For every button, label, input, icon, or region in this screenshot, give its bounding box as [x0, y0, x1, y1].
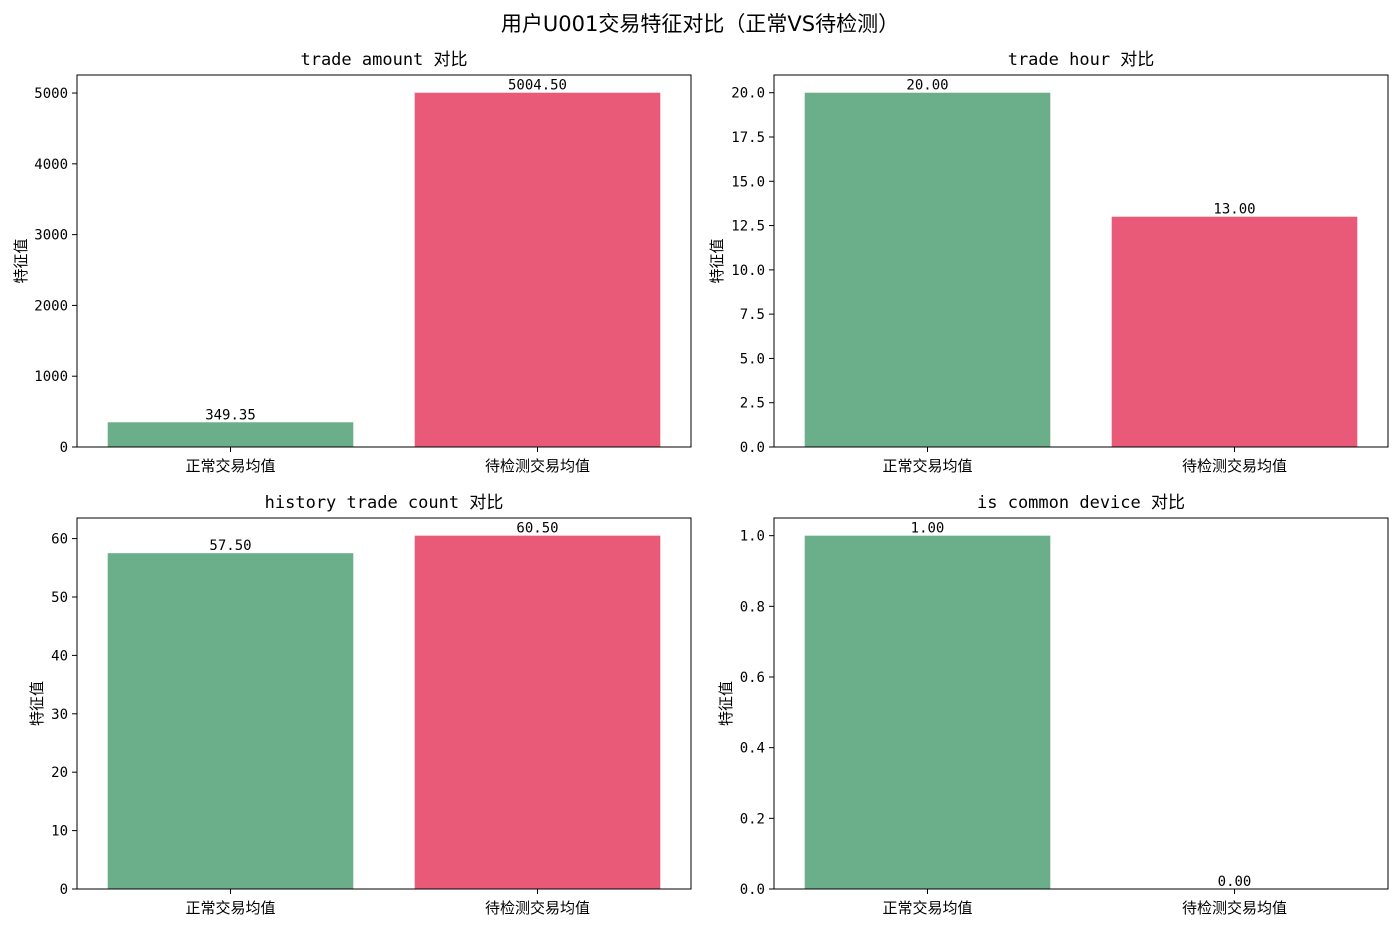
y-tick-label: 5000: [34, 86, 68, 102]
bar-value-label: 5004.50: [508, 78, 567, 94]
y-tick-label: 0: [60, 440, 68, 456]
y-tick-label: 0.8: [740, 599, 765, 615]
y-tick-label: 1.0: [740, 529, 765, 545]
y-axis-label: 特征值: [28, 681, 46, 726]
subplot-4: 1.00 正常交易均值 0.00 待检测交易均值 0.0 0.2 0.4 0.6 0.8 1.0 i…: [717, 493, 1389, 917]
axes-frame: [76, 74, 692, 448]
y-axis-label: 特征值: [708, 238, 726, 283]
y-tick-label: 7.5: [740, 307, 765, 323]
x-tick-label: 正常交易均值: [185, 457, 275, 475]
x-tick-label: 待检测交易均值: [1182, 899, 1287, 917]
y-tick-label: 1000: [34, 369, 68, 385]
bar: [107, 553, 354, 889]
y-tick-label: 0: [60, 882, 68, 898]
bar: [804, 535, 1051, 889]
y-tick-label: 2.5: [740, 396, 765, 412]
x-tick-label: 正常交易均值: [882, 899, 972, 917]
y-tick-label: 20.0: [731, 86, 765, 102]
subplot-3: 57.50 正常交易均值 60.50 待检测交易均值 0 10 20 30 40 50 60 hist…: [28, 493, 692, 917]
subplot-2: 20.00 正常交易均值 13.00 待检测交易均值 0.0 2.5 5.0 7.5 10.0 1…: [708, 50, 1389, 475]
axes-frame: [773, 74, 1389, 448]
y-tick-label: 4000: [34, 157, 68, 173]
y-tick-label: 20: [51, 765, 68, 781]
figure-title: 用户U001交易特征对比（正常VS待检测）: [500, 12, 900, 36]
y-tick-label: 12.5: [731, 219, 765, 235]
y-tick-label: 40: [51, 648, 68, 664]
bar: [107, 422, 354, 447]
bar-value-label: 60.50: [516, 521, 558, 537]
bar: [414, 535, 661, 889]
y-axis-label: 特征值: [12, 238, 30, 283]
x-tick-label: 待检测交易均值: [1182, 457, 1287, 475]
bar: [414, 92, 661, 448]
y-tick-label: 3000: [34, 228, 68, 244]
subplot-title: history trade count 对比: [265, 493, 504, 513]
y-tick-label: 15.0: [731, 174, 765, 190]
x-tick-label: 待检测交易均值: [485, 457, 590, 475]
bar-value-label: 349.35: [205, 407, 256, 423]
bar-value-label: 1.00: [911, 521, 945, 537]
x-tick-label: 正常交易均值: [882, 457, 972, 475]
x-tick-label: 正常交易均值: [185, 899, 275, 917]
subplot-title: trade amount 对比: [300, 50, 467, 70]
bar: [804, 92, 1051, 447]
y-tick-label: 0.4: [740, 741, 765, 757]
y-tick-label: 0.6: [740, 670, 765, 686]
y-tick-label: 0.0: [740, 440, 765, 456]
y-tick-label: 50: [51, 590, 68, 606]
y-tick-label: 17.5: [731, 130, 765, 146]
subplot-title: is common device 对比: [977, 493, 1185, 513]
subplot-title: trade hour 对比: [1008, 50, 1155, 70]
y-tick-label: 5.0: [740, 351, 765, 367]
bar: [1111, 216, 1358, 447]
y-axis-label: 特征值: [717, 681, 735, 726]
y-tick-label: 0.0: [740, 882, 765, 898]
y-tick-label: 10.0: [731, 263, 765, 279]
subplot-1: 349.35 正常交易均值 5004.50 待检测交易均值 0 1000 2000 3000 4…: [12, 50, 692, 475]
y-tick-label: 10: [51, 824, 68, 840]
bar-value-label: 13.00: [1213, 202, 1255, 218]
axes-frame: [773, 517, 1389, 890]
axes-frame: [76, 517, 692, 890]
y-tick-label: 60: [51, 532, 68, 548]
y-tick-label: 0.2: [740, 811, 765, 827]
bar-value-label: 57.50: [209, 538, 251, 554]
y-tick-label: 30: [51, 707, 68, 723]
x-tick-label: 待检测交易均值: [485, 899, 590, 917]
bar-value-label: 0.00: [1218, 874, 1252, 890]
y-tick-label: 2000: [34, 298, 68, 314]
bar-value-label: 20.00: [906, 78, 948, 94]
